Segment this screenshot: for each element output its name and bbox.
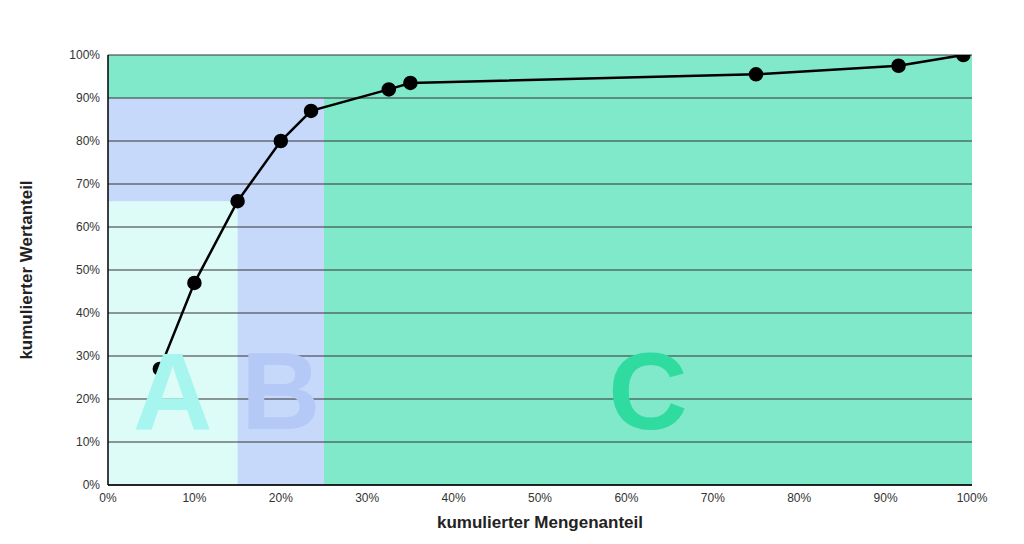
svg-text:70%: 70%: [701, 491, 725, 505]
svg-text:50%: 50%: [76, 263, 100, 277]
svg-text:20%: 20%: [269, 491, 293, 505]
svg-text:70%: 70%: [76, 177, 100, 191]
svg-text:10%: 10%: [182, 491, 206, 505]
svg-text:100%: 100%: [957, 491, 988, 505]
svg-text:50%: 50%: [528, 491, 552, 505]
svg-text:C: C: [608, 329, 687, 452]
svg-text:90%: 90%: [76, 91, 100, 105]
svg-text:B: B: [241, 329, 320, 452]
svg-text:60%: 60%: [76, 220, 100, 234]
svg-text:40%: 40%: [76, 306, 100, 320]
svg-text:40%: 40%: [442, 491, 466, 505]
svg-text:100%: 100%: [69, 48, 100, 62]
svg-text:30%: 30%: [76, 349, 100, 363]
svg-text:kumulierter Mengenanteil: kumulierter Mengenanteil: [437, 513, 643, 532]
svg-text:90%: 90%: [874, 491, 898, 505]
svg-text:0%: 0%: [83, 478, 101, 492]
svg-text:10%: 10%: [76, 435, 100, 449]
svg-text:80%: 80%: [76, 134, 100, 148]
svg-text:20%: 20%: [76, 392, 100, 406]
svg-text:0%: 0%: [99, 491, 117, 505]
svg-text:kumulierter Wertanteil: kumulierter Wertanteil: [17, 180, 36, 359]
svg-text:80%: 80%: [787, 491, 811, 505]
svg-text:A: A: [133, 329, 212, 452]
svg-text:60%: 60%: [614, 491, 638, 505]
svg-text:30%: 30%: [355, 491, 379, 505]
